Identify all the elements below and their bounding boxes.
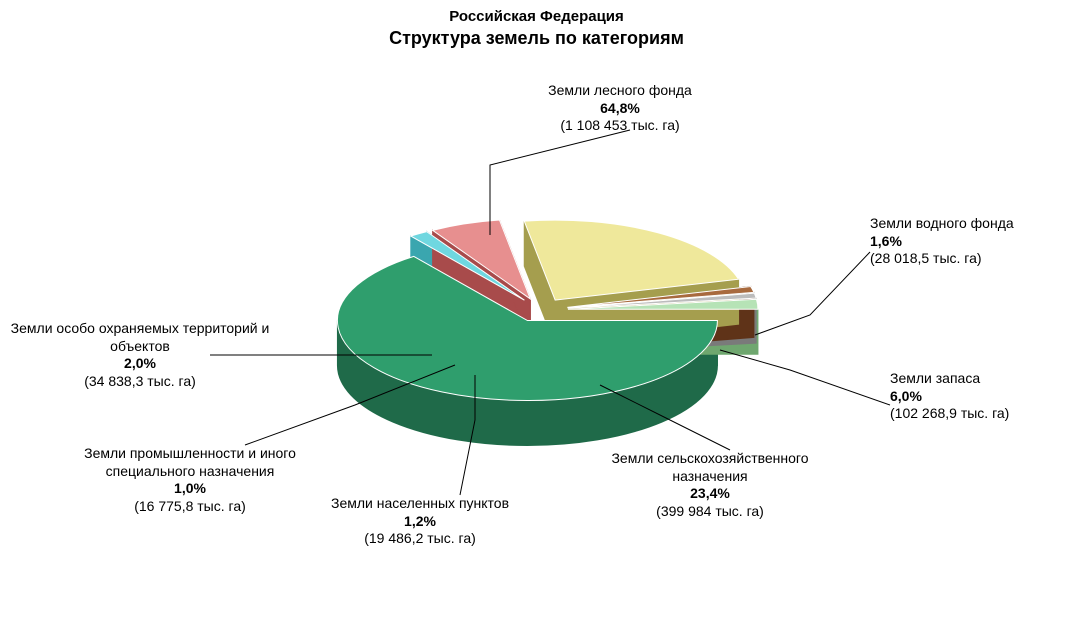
slice-name: Земли водного фонда (870, 215, 1073, 233)
slice-percent: 6,0% (890, 388, 1073, 406)
slice-percent: 1,2% (290, 513, 550, 531)
slice-label: Земли промышленности и иного специальног… (60, 445, 320, 515)
slice-area: (1 108 453 тыс. га) (490, 117, 750, 135)
slice-area: (34 838,3 тыс. га) (10, 373, 270, 391)
leader-line (490, 130, 630, 235)
slice-percent: 23,4% (580, 485, 840, 503)
slice-area: (102 268,9 тыс. га) (890, 405, 1073, 423)
slice-area: (19 486,2 тыс. га) (290, 530, 550, 548)
slice-area: (28 018,5 тыс. га) (870, 250, 1073, 268)
slice-name: Земли промышленности и иного специальног… (60, 445, 320, 480)
slice-name: Земли лесного фонда (490, 82, 750, 100)
slice-name: Земли населенных пунктов (290, 495, 550, 513)
slice-percent: 1,6% (870, 233, 1073, 251)
slice-label: Земли водного фонда1,6%(28 018,5 тыс. га… (870, 215, 1073, 268)
slice-percent: 64,8% (490, 100, 750, 118)
slice-name: Земли особо охраняемых территорий и объе… (10, 320, 270, 355)
slice-name: Земли запаса (890, 370, 1073, 388)
slice-percent: 1,0% (60, 480, 320, 498)
slice-label: Земли населенных пунктов1,2%(19 486,2 ты… (290, 495, 550, 548)
slice-label: Земли лесного фонда64,8%(1 108 453 тыс. … (490, 82, 750, 135)
slice-area: (16 775,8 тыс. га) (60, 498, 320, 516)
slice-label: Земли сельскохозяйственного назначения23… (580, 450, 840, 520)
slice-label: Земли особо охраняемых территорий и объе… (10, 320, 270, 390)
slice-label: Земли запаса6,0%(102 268,9 тыс. га) (890, 370, 1073, 423)
slice-name: Земли сельскохозяйственного назначения (580, 450, 840, 485)
leader-line (755, 252, 870, 335)
slice-percent: 2,0% (10, 355, 270, 373)
slice-area: (399 984 тыс. га) (580, 503, 840, 521)
leader-line (720, 350, 890, 405)
